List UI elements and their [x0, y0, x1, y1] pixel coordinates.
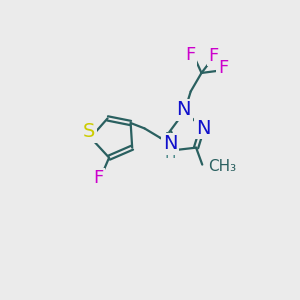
Text: N: N [163, 134, 177, 153]
Text: F: F [218, 59, 228, 77]
Text: N: N [176, 100, 191, 119]
Text: S: S [83, 122, 95, 141]
Text: F: F [186, 46, 196, 64]
Text: N: N [196, 119, 210, 138]
Text: CH₃: CH₃ [208, 159, 236, 174]
Text: H: H [165, 146, 176, 160]
Text: F: F [93, 169, 103, 188]
Text: F: F [209, 47, 219, 65]
